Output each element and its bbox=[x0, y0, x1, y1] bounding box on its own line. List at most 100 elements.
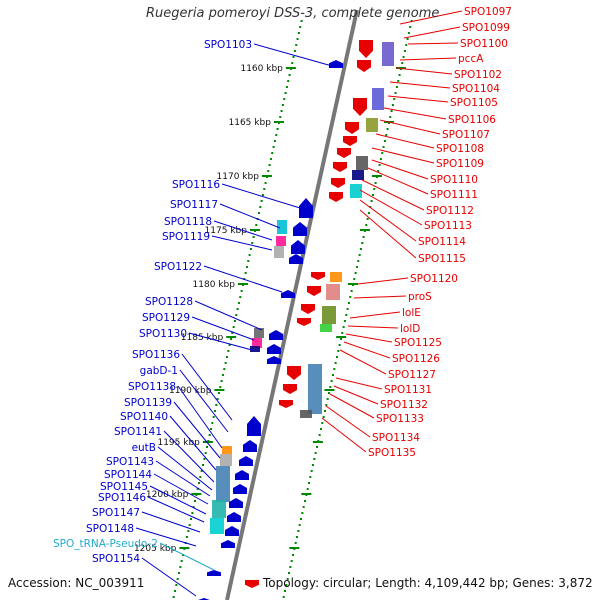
scale-rail-dot bbox=[395, 86, 398, 88]
scale-rail-dot bbox=[339, 338, 342, 340]
scale-rail-dot bbox=[223, 368, 226, 370]
scale-rail-dot bbox=[203, 458, 206, 460]
protein-domain-box bbox=[372, 88, 384, 110]
label-leader-line bbox=[333, 385, 379, 405]
scale-rail-dot bbox=[179, 566, 182, 568]
scale-rail-dot bbox=[329, 386, 332, 388]
gene-label: SPO1125 bbox=[394, 337, 442, 349]
label-leader-line bbox=[188, 332, 253, 351]
scale-rail-dot bbox=[220, 380, 223, 382]
protein-domain-box bbox=[352, 170, 364, 180]
reverse-gene-arrow bbox=[233, 484, 247, 494]
reverse-gene-arrow bbox=[281, 290, 295, 298]
gene-label: proS bbox=[408, 291, 432, 303]
scale-rail-dot bbox=[248, 254, 251, 256]
scale-rail-dot bbox=[349, 296, 352, 298]
scale-rail-dot bbox=[293, 50, 296, 52]
scale-tick-label: 1205 kbp bbox=[134, 544, 177, 554]
gene-label: SPO1141 bbox=[114, 426, 162, 438]
reverse-gene-arrow bbox=[225, 526, 239, 536]
scale-rail-dot bbox=[192, 506, 195, 508]
scale-rail-dot bbox=[199, 476, 202, 478]
scale-rail-dot bbox=[393, 98, 396, 100]
label-leader-line bbox=[383, 107, 447, 120]
gene-label: SPO1133 bbox=[376, 413, 424, 425]
reverse-gene-arrow bbox=[235, 470, 249, 480]
scale-rail-dot bbox=[280, 110, 283, 112]
label-leader-line bbox=[379, 119, 441, 135]
forward-gene-arrow bbox=[359, 40, 373, 58]
scale-rail-dot bbox=[366, 218, 369, 220]
scale-rail-dot bbox=[302, 506, 305, 508]
scale-rail-dot bbox=[213, 410, 216, 412]
scale-rail-dot bbox=[361, 242, 364, 244]
scale-rail-dot bbox=[190, 518, 193, 520]
label-leader-line bbox=[353, 295, 407, 299]
scale-rail-dot bbox=[247, 260, 250, 262]
scale-rail-dot bbox=[286, 578, 289, 580]
gene-label: SPO1128 bbox=[145, 296, 193, 308]
scale-rail-dot bbox=[410, 20, 413, 22]
scale-rail-dot bbox=[288, 572, 291, 574]
scale-rail-dot bbox=[335, 356, 338, 358]
scale-rail-dot bbox=[201, 464, 204, 466]
scale-rail-dot bbox=[224, 362, 227, 364]
scale-tick-label: 1175 kbp bbox=[205, 226, 248, 236]
gene-label: SPO1100 bbox=[460, 38, 508, 50]
scale-rail-dot bbox=[353, 278, 356, 280]
scale-rail-dot bbox=[204, 452, 207, 454]
label-leader-line bbox=[371, 147, 435, 164]
scale-rail-dot bbox=[281, 104, 284, 106]
scale-rail-dot bbox=[260, 200, 263, 202]
scale-rail-dot bbox=[196, 488, 199, 490]
scale-rail-dot bbox=[345, 314, 348, 316]
forward-gene-arrow bbox=[311, 272, 325, 280]
label-leader-line bbox=[371, 159, 429, 180]
scale-rail-dot bbox=[386, 128, 389, 130]
protein-domain-box bbox=[326, 284, 340, 300]
protein-domain-box bbox=[320, 324, 332, 332]
label-leader-line bbox=[135, 527, 197, 547]
label-leader-line bbox=[194, 300, 263, 331]
gene-label: SPO1114 bbox=[418, 236, 466, 248]
forward-gene-arrow bbox=[353, 98, 367, 116]
gene-label: SPO1120 bbox=[410, 273, 458, 285]
scale-rail-dot bbox=[297, 530, 300, 532]
gene-label: SPO1102 bbox=[454, 69, 502, 81]
accession-text: Accession: NC_003911 bbox=[8, 576, 145, 590]
gene-label: SPO1109 bbox=[436, 158, 484, 170]
scale-rail-dot bbox=[378, 164, 381, 166]
scale-rail-dot bbox=[381, 152, 384, 154]
label-leader-line bbox=[343, 341, 391, 359]
scale-rail-dot bbox=[350, 290, 353, 292]
label-leader-line bbox=[407, 42, 459, 45]
scale-rail-dot bbox=[401, 62, 404, 64]
scale-rail-dot bbox=[249, 248, 252, 250]
scale-rail-dot bbox=[327, 392, 330, 394]
scale-rail-dot bbox=[377, 170, 380, 172]
gene-label: SPO_tRNA-Pseudo-2 bbox=[53, 538, 158, 550]
scale-rail-dot bbox=[390, 110, 393, 112]
protein-domain-box bbox=[350, 184, 362, 198]
scale-rail-dot bbox=[299, 26, 302, 28]
gene-label: SPO1108 bbox=[436, 143, 484, 155]
reverse-gene-arrow bbox=[227, 512, 241, 522]
scale-rail-dot bbox=[362, 236, 365, 238]
scale-rail-dot bbox=[244, 272, 247, 274]
forward-gene-arrow bbox=[357, 60, 371, 72]
scale-rail-dot bbox=[343, 320, 346, 322]
scale-tick-label: 1185 kbp bbox=[181, 333, 224, 343]
scale-rail-dot bbox=[187, 530, 190, 532]
scale-tick-label: 1170 kbp bbox=[217, 172, 260, 182]
scale-rail-dot bbox=[367, 212, 370, 214]
scale-rail-dot bbox=[251, 242, 254, 244]
scale-rail-dot bbox=[211, 422, 214, 424]
gene-label: SPO1103 bbox=[204, 39, 252, 51]
label-leader-line bbox=[179, 369, 229, 433]
scale-rail-dot bbox=[297, 32, 300, 34]
protein-domain-box bbox=[274, 246, 284, 258]
scale-rail-dot bbox=[261, 194, 264, 196]
scale-rail-dot bbox=[180, 560, 183, 562]
label-leader-line bbox=[359, 199, 417, 242]
